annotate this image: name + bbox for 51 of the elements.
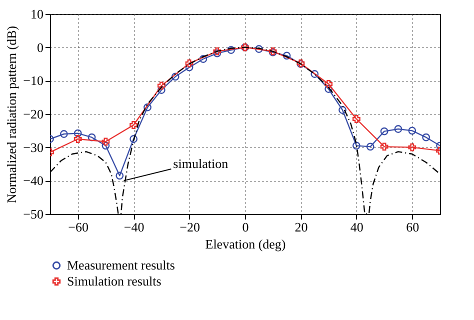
y-tick-label: 10 [30, 6, 44, 22]
point [157, 86, 166, 94]
x-tick-label: −60 [68, 220, 89, 234]
point [74, 129, 82, 138]
y-axis-title: Normalized radiation pattern (dB) [4, 26, 20, 204]
x-tick-label: −40 [124, 220, 144, 234]
point [254, 45, 263, 53]
point [185, 59, 194, 68]
point [171, 72, 180, 81]
point [74, 135, 82, 143]
x-tick-label: −20 [180, 220, 200, 234]
x-tick-label: 20 [294, 220, 308, 234]
point [102, 138, 110, 146]
point [102, 142, 110, 150]
point [310, 70, 319, 78]
point [185, 63, 194, 72]
point [88, 133, 96, 142]
point [352, 115, 360, 123]
legend-label: Measurement results [67, 258, 175, 272]
point [408, 143, 416, 152]
point [394, 125, 402, 133]
point [60, 130, 68, 138]
point [324, 80, 333, 88]
point [130, 135, 138, 143]
point [408, 126, 416, 135]
point [199, 55, 208, 63]
annotation: simulation [173, 156, 229, 171]
x-axis-title: Elevation (deg) [205, 236, 286, 252]
y-tick-label: −30 [23, 140, 44, 155]
point [116, 172, 124, 180]
x-tick-label: 0 [242, 220, 249, 234]
point [282, 52, 291, 60]
y-tick-label: −50 [23, 206, 44, 222]
y-tick-label: −20 [23, 106, 44, 122]
point [130, 121, 138, 129]
point [380, 127, 388, 136]
x-tick-label: 40 [350, 220, 364, 234]
point [366, 142, 374, 151]
legend-label: Simulation results [67, 274, 162, 288]
point [157, 82, 166, 90]
point [227, 46, 236, 54]
point [338, 106, 346, 114]
y-tick-label: −40 [23, 173, 44, 188]
point [352, 142, 360, 150]
y-tick-label: 0 [37, 40, 44, 55]
x-tick-label: 60 [406, 220, 420, 234]
point [324, 85, 333, 93]
point [380, 142, 388, 151]
point [144, 103, 152, 112]
point [422, 133, 430, 142]
y-tick-label: −10 [23, 73, 44, 88]
